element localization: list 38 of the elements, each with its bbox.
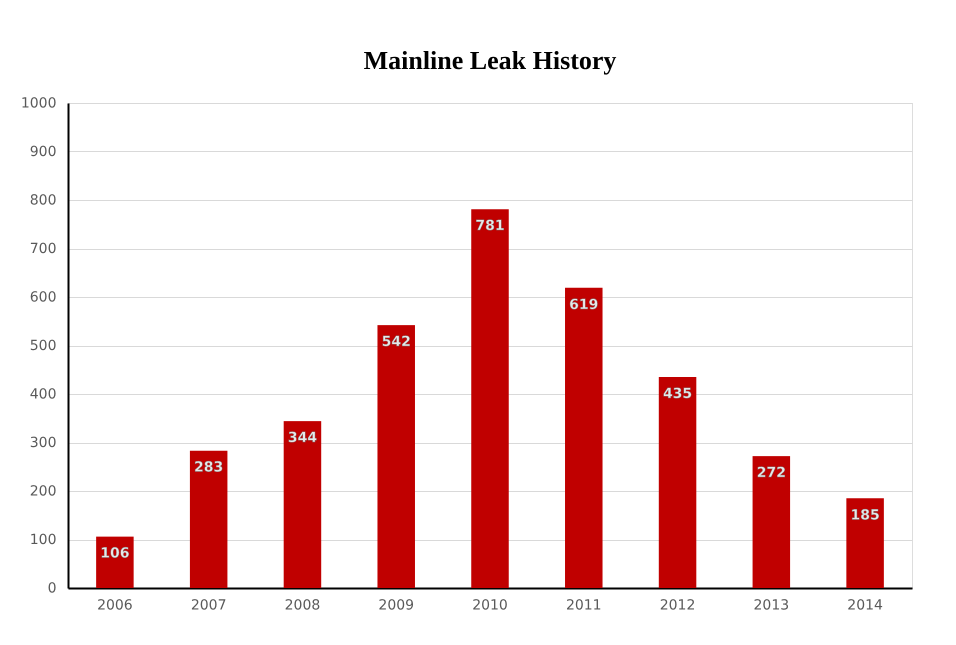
y-tick-label: 700 [30, 241, 56, 257]
y-tick-label: 500 [30, 338, 56, 354]
data-label: 542 [382, 334, 411, 350]
x-tick-label: 2009 [378, 598, 414, 614]
bar [846, 498, 884, 588]
bar [752, 456, 790, 588]
y-tick-label: 1000 [20, 96, 56, 112]
y-tick-label: 600 [30, 290, 56, 306]
bar [190, 450, 228, 588]
data-label: 283 [194, 460, 224, 476]
bar [471, 209, 509, 588]
y-tick-label: 800 [30, 192, 56, 208]
data-label: 185 [850, 507, 880, 524]
y-tick-label: 400 [30, 386, 56, 402]
data-label: 435 [662, 386, 692, 402]
x-tick-label: 2007 [190, 598, 226, 614]
y-tick-label: 100 [30, 532, 56, 548]
y-tick-label: 900 [30, 144, 56, 160]
x-tick-label: 2006 [97, 598, 133, 614]
y-tick-label: 200 [30, 484, 56, 500]
data-label: 781 [475, 218, 505, 234]
x-tick-label: 2011 [566, 598, 602, 614]
x-tick-label: 2010 [472, 598, 508, 614]
data-label: 344 [288, 430, 318, 446]
bar [377, 325, 415, 588]
x-tick-label: 2013 [754, 598, 790, 614]
y-tick-label: 300 [30, 435, 56, 451]
x-tick-label: 2014 [847, 598, 884, 614]
chart-title: Mainline Leak History [364, 46, 616, 75]
data-label: 106 [100, 546, 130, 562]
y-tick-label: 0 [48, 580, 56, 596]
bar [658, 377, 696, 588]
bar [565, 288, 603, 588]
data-label: 272 [756, 465, 786, 482]
x-tick-label: 2008 [284, 598, 320, 614]
bar [284, 421, 322, 588]
x-tick-label: 2012 [660, 598, 696, 614]
data-label: 619 [569, 296, 598, 313]
